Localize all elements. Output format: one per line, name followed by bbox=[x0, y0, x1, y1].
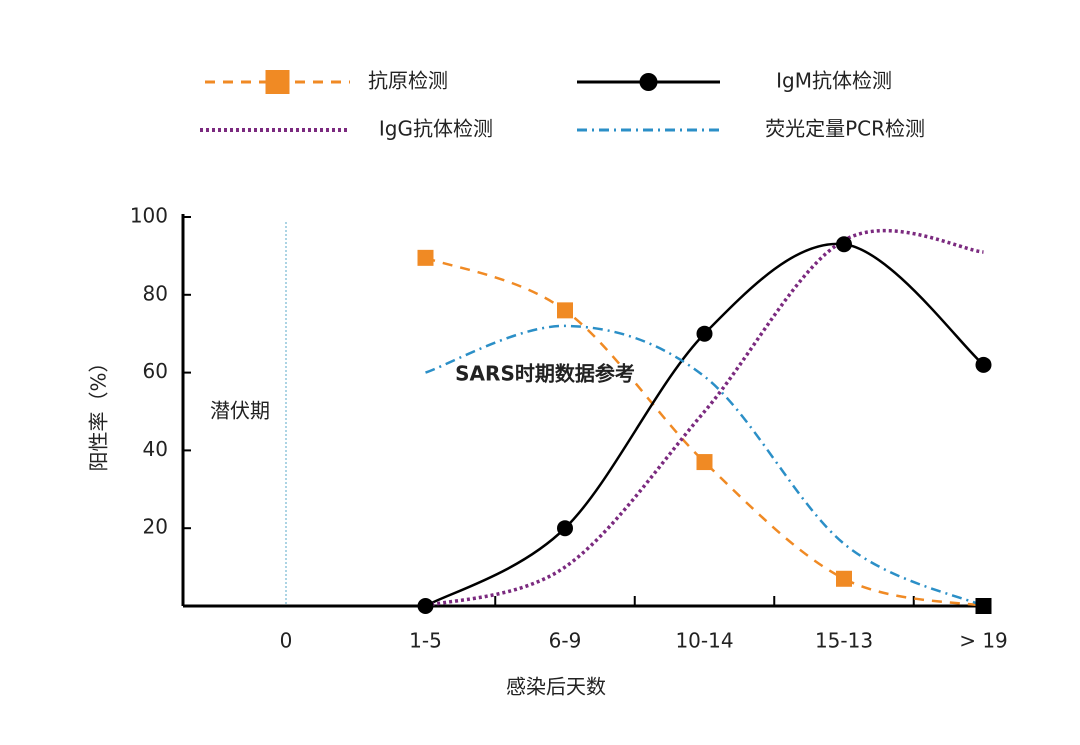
marker bbox=[975, 356, 992, 373]
x-tick-label: 10-14 bbox=[675, 629, 733, 653]
plot-area: 20 40 60 80 100 0 1-5 6-9 10-14 15-13 > 19 bbox=[130, 204, 1008, 653]
y-axis-label: 阳性率（%） bbox=[87, 352, 111, 471]
marker bbox=[836, 570, 852, 587]
marker bbox=[417, 598, 434, 614]
x-tick-label: > 19 bbox=[959, 629, 1008, 653]
x-tick-label: 15-13 bbox=[815, 629, 873, 653]
y-tick-label: 40 bbox=[143, 437, 168, 461]
x-tick-label: 6-9 bbox=[549, 629, 582, 653]
y-tick-label: 100 bbox=[130, 204, 168, 228]
series-line bbox=[425, 229, 984, 608]
series-line bbox=[425, 324, 985, 608]
x-tick-label: 0 bbox=[280, 629, 293, 653]
legend: 抗原检测 IgM抗体检测 IgG抗体检测 荧光定量PCR检测 bbox=[200, 69, 925, 141]
series-line bbox=[425, 256, 984, 608]
x-axis-label: 感染后天数 bbox=[506, 675, 606, 699]
legend-label: IgM抗体检测 bbox=[776, 69, 892, 93]
legend-marker bbox=[639, 73, 658, 91]
legend-label: 抗原检测 bbox=[368, 69, 448, 93]
marker bbox=[696, 454, 713, 471]
marker bbox=[696, 325, 713, 342]
y-tick-label: 80 bbox=[143, 281, 168, 305]
marker bbox=[557, 520, 573, 537]
marker bbox=[417, 249, 434, 266]
legend-marker bbox=[265, 70, 290, 94]
marker bbox=[557, 302, 573, 319]
x-tick-label: 1-5 bbox=[409, 629, 442, 653]
marker bbox=[836, 236, 852, 253]
legend-label: IgG抗体检测 bbox=[379, 117, 493, 141]
y-tick-label: 60 bbox=[143, 359, 168, 383]
watermark: SARS时期数据参考 bbox=[455, 362, 635, 386]
y-tick-label: 20 bbox=[143, 515, 168, 539]
legend-label: 荧光定量PCR检测 bbox=[765, 117, 925, 141]
latency-label: 潜伏期 bbox=[210, 399, 270, 423]
marker bbox=[975, 598, 992, 614]
